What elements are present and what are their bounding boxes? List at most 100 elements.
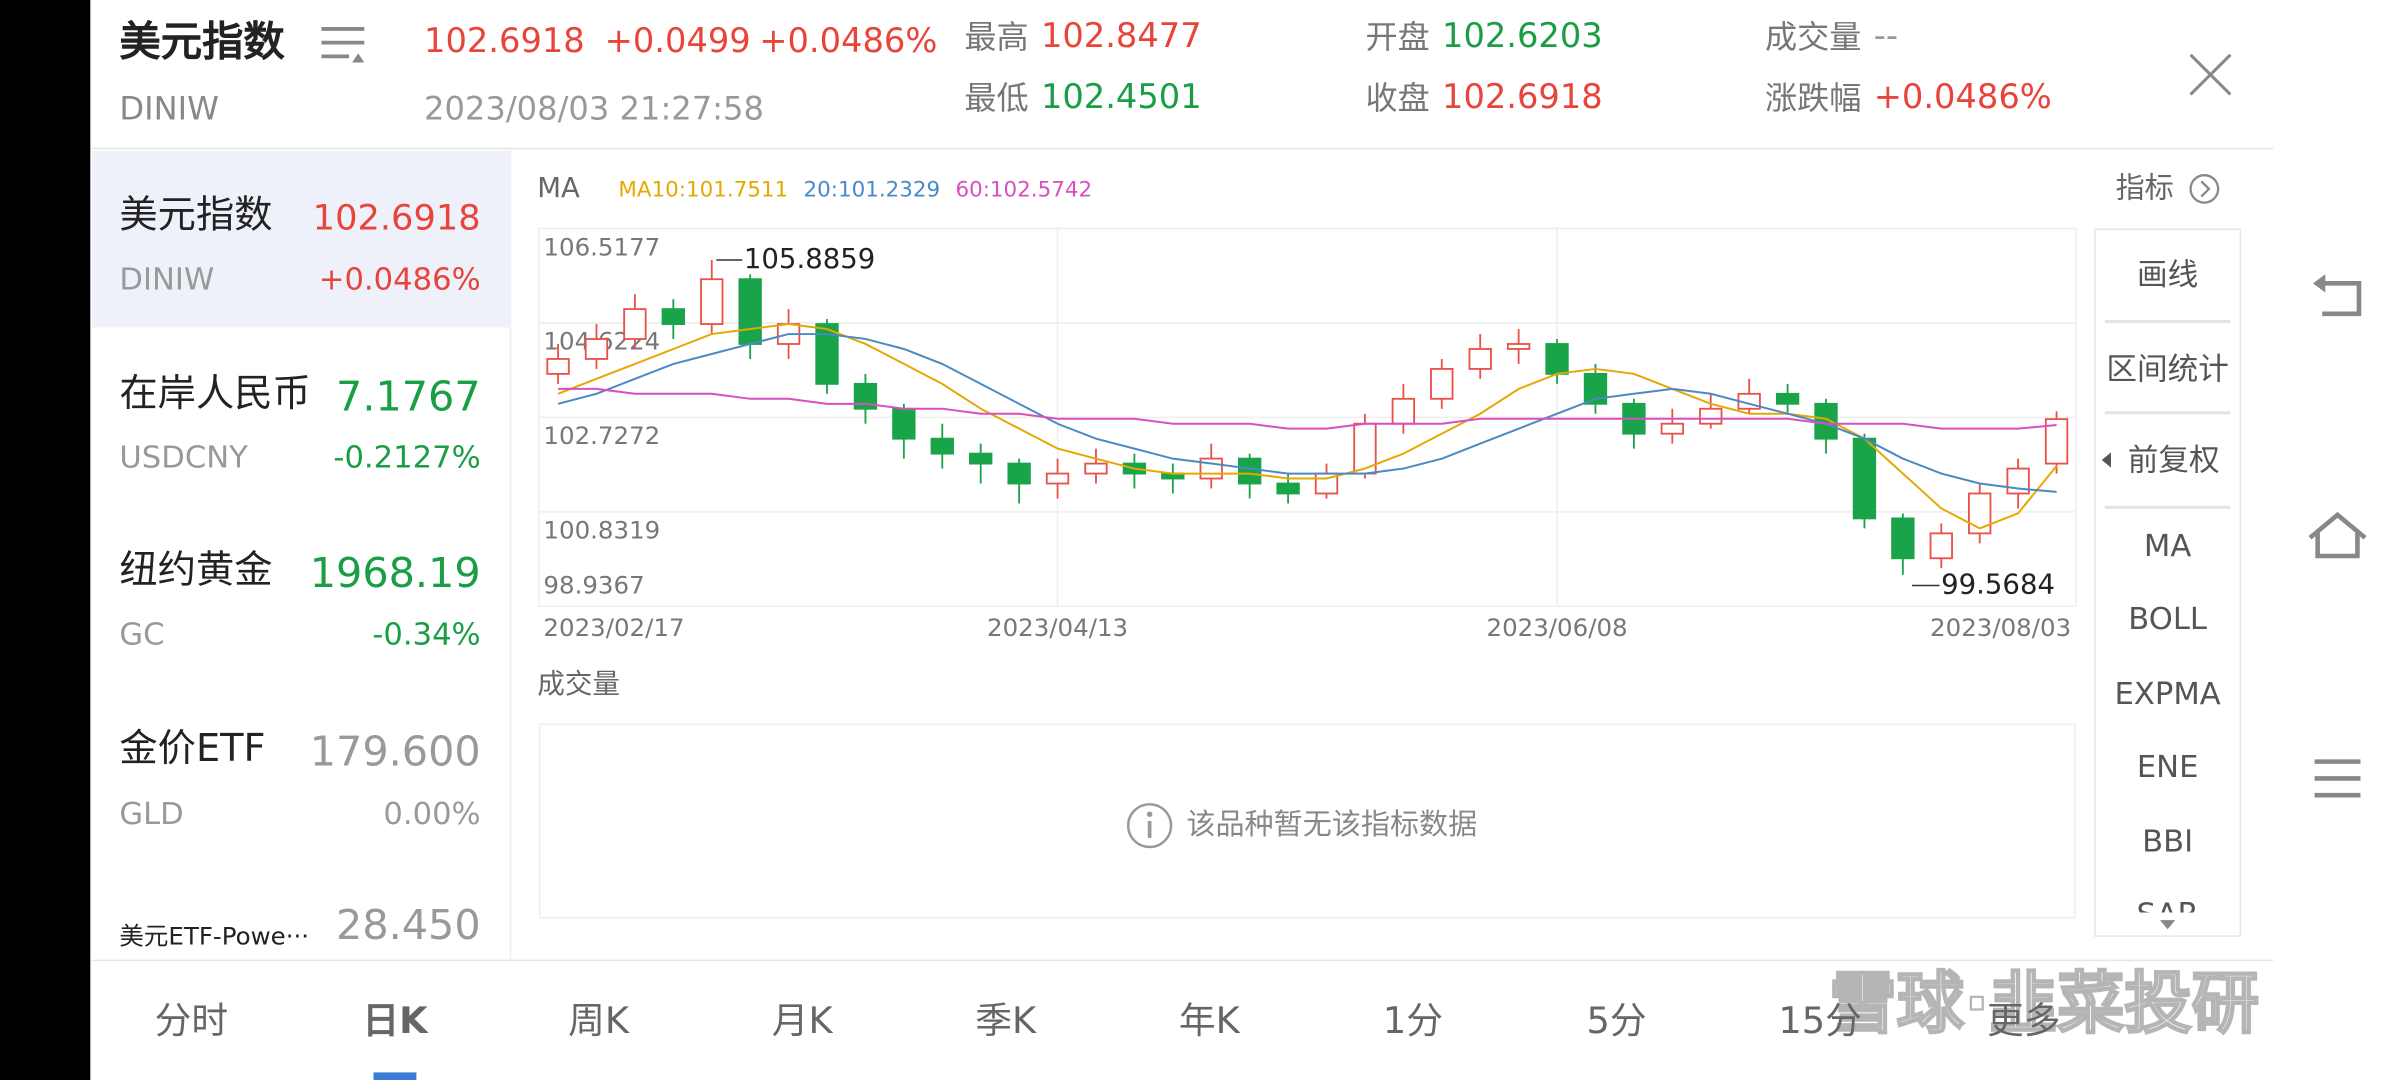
side-panel-item[interactable]: 区间统计 <box>2106 350 2229 387</box>
stat-value: 102.6918 <box>1442 79 1603 118</box>
candle-body <box>1545 343 1569 375</box>
candle-body <box>1237 457 1262 485</box>
stat-value: +0.0486% <box>1873 79 2052 118</box>
legend-entry: 60:102.5742 <box>955 177 1092 202</box>
watermark: 雪球·韭菜投研 <box>1828 965 2260 1044</box>
watchlist-name[interactable]: 美元ETF-Powe··· <box>119 921 310 951</box>
side-panel-item[interactable]: 前复权 <box>2127 441 2220 479</box>
candle-body <box>1506 343 1531 350</box>
close-button[interactable] <box>2188 52 2234 98</box>
period-tab[interactable]: 日K <box>362 999 428 1042</box>
period-tab[interactable]: 季K <box>975 999 1037 1042</box>
restore-triangle <box>2101 452 2111 468</box>
watchlist-price[interactable]: 179.600 <box>309 728 481 777</box>
y-tick-label: 102.7272 <box>543 421 660 450</box>
watchlist-change[interactable]: -0.34% <box>372 615 481 652</box>
x-tick-label: 2023/02/17 <box>543 613 684 642</box>
change: +0.0499 <box>604 22 751 61</box>
stat-value: 102.4501 <box>1040 79 1202 118</box>
side-panel-item[interactable]: EXPMA <box>2114 674 2221 712</box>
nav-back[interactable] <box>2307 271 2368 326</box>
legend-entry: MA10:101.7511 <box>618 177 788 202</box>
watchlist-code[interactable]: USDCNY <box>119 438 248 476</box>
watchlist-price[interactable]: 7.1767 <box>336 373 481 422</box>
candle-body <box>1045 472 1070 485</box>
candle-body <box>1007 462 1031 485</box>
watchlist-name[interactable]: 在岸人民币 <box>119 370 311 416</box>
menu-icon[interactable] <box>318 23 367 66</box>
period-tab[interactable]: 更多 <box>1986 999 2061 1042</box>
period-tab[interactable]: 分时 <box>154 999 229 1042</box>
candle-body <box>815 323 839 385</box>
watchlist-price[interactable]: 28.450 <box>336 902 481 950</box>
stat-label: 最低 <box>964 79 1029 117</box>
period-tab[interactable]: 周K <box>568 999 629 1042</box>
scroll-down-arrow <box>2159 920 2176 930</box>
indicator-arrow-icon <box>2189 174 2220 204</box>
ma-line <box>558 387 2057 430</box>
watchlist-change[interactable]: +0.0486% <box>318 260 481 298</box>
watchlist-price[interactable]: 102.6918 <box>312 198 481 239</box>
candle-body <box>1430 367 1454 400</box>
y-tick-label: 100.8319 <box>543 516 660 545</box>
candle-body <box>661 308 685 325</box>
nav-home[interactable] <box>2304 510 2371 565</box>
low-label: 99.5684 <box>1941 568 2055 600</box>
side-panel-item[interactable]: BOLL <box>2128 600 2207 637</box>
candle-body <box>1468 348 1492 370</box>
chart-title: MA <box>537 172 580 204</box>
watchlist-name[interactable]: 美元指数 <box>119 192 273 237</box>
indicator-button[interactable]: 指标 <box>2115 171 2174 205</box>
side-panel-item[interactable]: 画线 <box>2136 255 2199 293</box>
watchlist-price[interactable]: 1968.19 <box>309 550 481 598</box>
left-black-bar <box>0 0 91 1080</box>
side-divider <box>2104 505 2231 509</box>
watchlist-name[interactable]: 纽约黄金 <box>119 547 273 592</box>
candle-body <box>2044 418 2069 465</box>
stat-label: 成交量 <box>1765 19 1862 56</box>
watchlist-code[interactable]: GLD <box>119 795 184 832</box>
candle-body <box>1084 462 1108 475</box>
watchlist-code[interactable]: DINIW <box>119 260 215 298</box>
x-tick-label: 2023/08/03 <box>1930 613 2071 642</box>
y-tick-label: 98.9367 <box>543 571 644 600</box>
watchlist-name[interactable]: 金价ETF <box>119 725 266 771</box>
period-tab[interactable]: 年K <box>1178 999 1240 1042</box>
side-divider <box>2104 411 2231 415</box>
volume-title: 成交量 <box>537 668 620 701</box>
candle-body <box>1276 482 1300 495</box>
nav-menu[interactable] <box>2312 756 2364 802</box>
x-tick-label: 2023/04/13 <box>987 613 1128 642</box>
period-tab[interactable]: 1分 <box>1382 999 1443 1042</box>
bottom-divider <box>91 959 2274 962</box>
watchlist-change[interactable]: 0.00% <box>383 795 481 832</box>
tab-underline <box>373 1072 417 1080</box>
side-divider <box>2104 319 2231 323</box>
side-panel-item[interactable]: BBI <box>2142 822 2194 860</box>
candle-body <box>700 278 724 325</box>
period-tab[interactable]: 15分 <box>1778 999 1862 1042</box>
side-panel-item[interactable]: MA <box>2143 527 2192 564</box>
stat-label: 开盘 <box>1365 19 1430 56</box>
side-panel-item[interactable]: ENE <box>2136 747 2199 785</box>
candle-body <box>853 382 878 410</box>
y-tick-label: 106.5177 <box>543 232 660 261</box>
candle-body <box>546 358 570 375</box>
symbol-name: 美元指数 <box>119 19 285 67</box>
volume-box <box>538 723 2076 919</box>
symbol-code: DINIW <box>119 90 219 128</box>
list-divider <box>509 149 512 960</box>
period-tab[interactable]: 5分 <box>1586 999 1647 1042</box>
period-tab[interactable]: 月K <box>771 999 833 1042</box>
side-panel-box <box>2094 228 2242 937</box>
watchlist-change[interactable]: -0.2127% <box>333 438 481 476</box>
watchlist-code[interactable]: GC <box>119 615 165 652</box>
ma-line <box>557 323 2058 530</box>
candle-body <box>1583 372 1608 405</box>
candle-body <box>738 278 762 345</box>
side-panel-item[interactable]: SAR <box>2136 895 2199 933</box>
